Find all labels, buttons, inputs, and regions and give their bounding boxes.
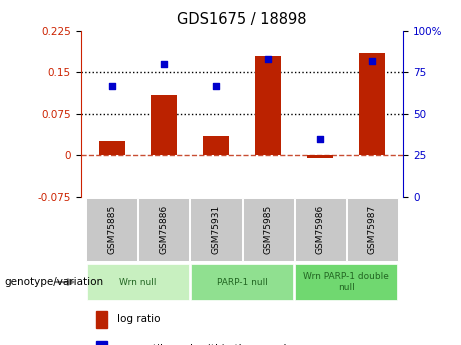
- Text: GSM75987: GSM75987: [367, 205, 377, 254]
- Text: log ratio: log ratio: [117, 314, 160, 324]
- Text: genotype/variation: genotype/variation: [5, 277, 104, 287]
- FancyBboxPatch shape: [86, 198, 137, 261]
- Text: Wrn null: Wrn null: [119, 277, 157, 287]
- Point: [213, 83, 220, 88]
- FancyBboxPatch shape: [347, 198, 398, 261]
- Bar: [151, 95, 177, 155]
- FancyBboxPatch shape: [138, 198, 189, 261]
- Bar: [255, 56, 281, 155]
- FancyBboxPatch shape: [87, 264, 189, 300]
- Text: GSM75986: GSM75986: [316, 205, 325, 254]
- Bar: [96, 341, 107, 345]
- Text: Wrn PARP-1 double
null: Wrn PARP-1 double null: [303, 272, 389, 292]
- FancyBboxPatch shape: [191, 264, 293, 300]
- Title: GDS1675 / 18898: GDS1675 / 18898: [177, 12, 307, 27]
- Bar: [203, 136, 229, 155]
- FancyBboxPatch shape: [295, 198, 346, 261]
- FancyBboxPatch shape: [295, 264, 397, 300]
- Text: GSM75931: GSM75931: [212, 205, 220, 254]
- FancyBboxPatch shape: [190, 198, 242, 261]
- Point: [160, 61, 168, 67]
- Point: [264, 57, 272, 62]
- Text: GSM75885: GSM75885: [107, 205, 117, 254]
- Text: PARP-1 null: PARP-1 null: [217, 277, 267, 287]
- Point: [368, 58, 376, 63]
- Point: [316, 136, 324, 141]
- Text: percentile rank within the sample: percentile rank within the sample: [117, 344, 293, 345]
- Text: GSM75985: GSM75985: [264, 205, 272, 254]
- Bar: [96, 311, 107, 328]
- Bar: [307, 155, 333, 158]
- Bar: [99, 141, 125, 155]
- Bar: [359, 53, 385, 155]
- Point: [108, 83, 116, 88]
- Text: GSM75886: GSM75886: [160, 205, 168, 254]
- FancyBboxPatch shape: [242, 198, 294, 261]
